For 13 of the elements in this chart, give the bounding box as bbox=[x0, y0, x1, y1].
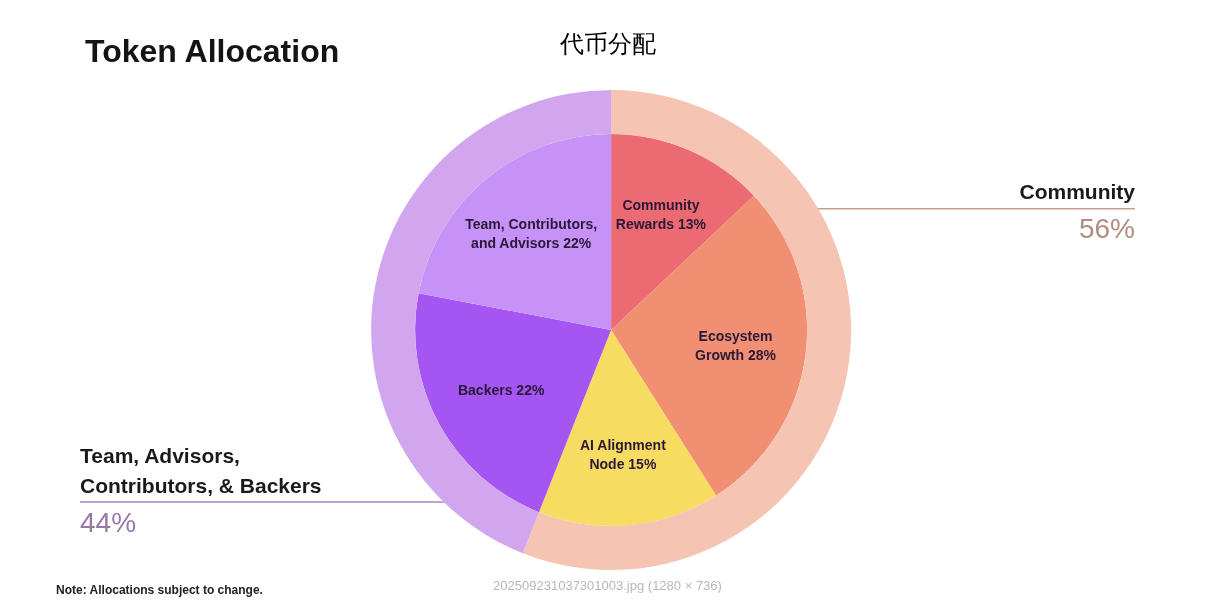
slice-label: Backers 22% bbox=[457, 382, 545, 399]
text: 202509231037301003.jpg (1280 × 736) bbox=[493, 578, 722, 593]
chart-subtitle: 代币分配 bbox=[558, 29, 656, 57]
slice-label: Team, Advisors, Contributors, & Backers bbox=[80, 443, 322, 497]
chart-title: Token Allocation bbox=[85, 33, 340, 69]
data-label: 44% bbox=[80, 506, 137, 538]
slice-label: Community bbox=[1019, 180, 1136, 204]
text: Note: Allocations subject to change. bbox=[56, 583, 263, 597]
slice-label: AI Alignment Node 15% bbox=[580, 437, 667, 473]
slice-label: Community Rewards 13% bbox=[615, 197, 707, 233]
data-label: 56% bbox=[1078, 213, 1135, 245]
slice-label: Team, Contributors, and Advisors 22% bbox=[465, 215, 598, 251]
slice-label: Ecosystem Growth 28% bbox=[695, 328, 777, 364]
